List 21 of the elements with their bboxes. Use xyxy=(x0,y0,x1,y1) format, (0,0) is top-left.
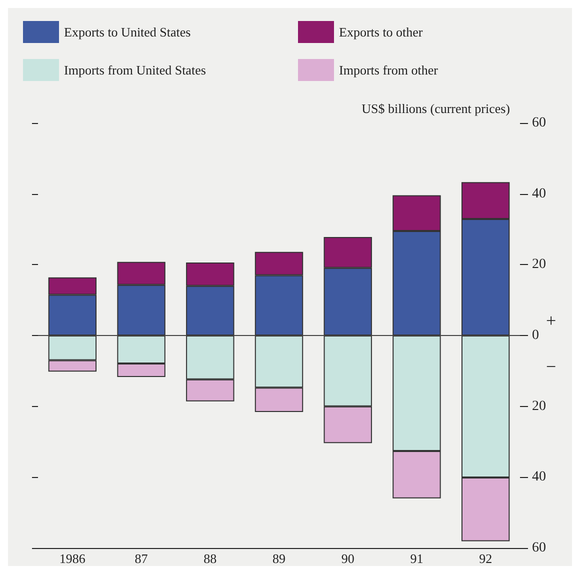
x-tick-label: 91 xyxy=(410,551,424,566)
x-tick-label: 90 xyxy=(341,551,354,566)
text: − xyxy=(546,356,556,376)
x-tick-label: 92 xyxy=(479,551,492,566)
x-tick-label: 88 xyxy=(204,551,217,566)
legend-label: Imports from other xyxy=(339,62,439,78)
y-tick-label: 0 xyxy=(532,328,539,343)
y-axis-title: US$ billions (current prices) xyxy=(362,101,510,116)
legend-label: Exports to United States xyxy=(64,24,191,40)
x-tick-label: 87 xyxy=(134,551,148,566)
y-tick-label: 20 xyxy=(532,398,546,414)
legend-label: Imports from United States xyxy=(64,62,206,78)
text: + xyxy=(546,310,556,330)
x-tick-label: 1986 xyxy=(59,551,86,566)
y-tick-label: 60 xyxy=(532,540,546,556)
y-tick-label: 60 xyxy=(532,116,546,130)
y-tick-label: 40 xyxy=(532,470,546,485)
x-tick-label: 89 xyxy=(272,551,286,566)
y-tick-label: 20 xyxy=(532,257,546,272)
y-tick-label: 40 xyxy=(532,186,546,202)
legend-label: Exports to other xyxy=(339,24,424,40)
